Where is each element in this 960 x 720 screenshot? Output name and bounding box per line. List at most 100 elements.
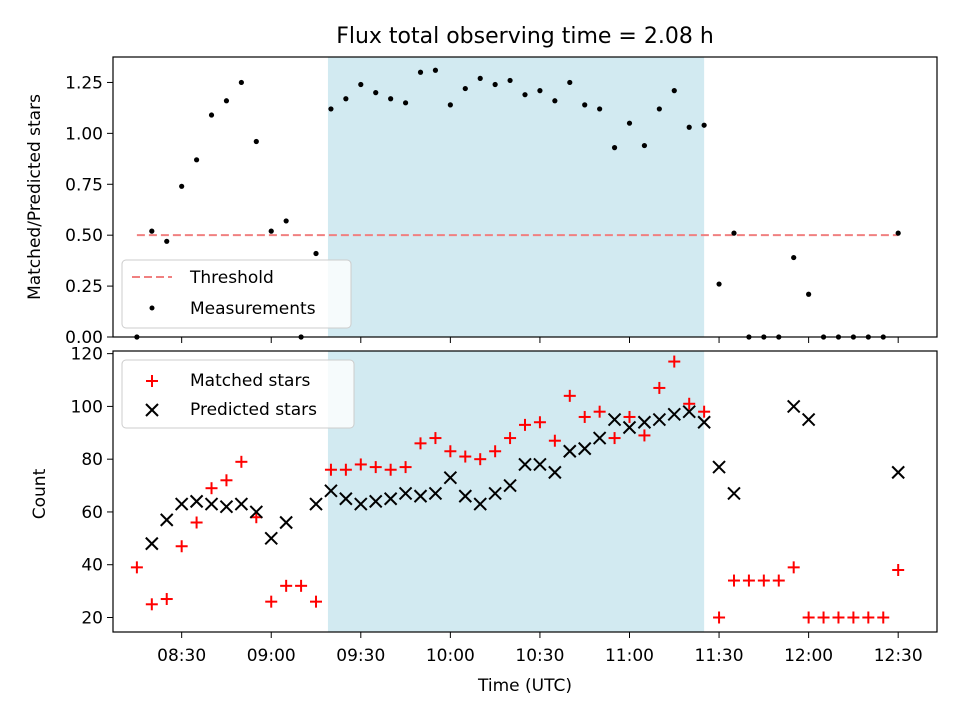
predicted-stars-point [728, 487, 740, 499]
figure: Flux total observing time = 2.08 h 0.000… [0, 0, 960, 720]
x-tick-label: 10:30 [515, 646, 564, 666]
measurement-point [672, 88, 677, 93]
matched-stars-point [310, 596, 322, 608]
y-tick-label: 1.00 [65, 124, 103, 144]
matched-stars-point [847, 611, 859, 623]
chart-title: Flux total observing time = 2.08 h [336, 24, 714, 49]
predicted-stars-point [206, 498, 218, 510]
matched-stars-point [206, 482, 218, 494]
predicted-stars-point [788, 400, 800, 412]
y-tick-label: 40 [81, 556, 103, 576]
measurement-point [284, 218, 289, 223]
measurement-point [403, 100, 408, 105]
measurement-point [418, 70, 423, 75]
bottom-legend: Matched stars Predicted stars [122, 360, 354, 428]
matched-stars-point [146, 598, 158, 610]
y-tick-label: 0.50 [65, 226, 103, 246]
matched-stars-point [191, 517, 203, 529]
predicted-stars-point [713, 461, 725, 473]
matched-stars-point [220, 474, 232, 486]
measurement-point [343, 96, 348, 101]
matched-stars-point [832, 611, 844, 623]
measurement-point [597, 106, 602, 111]
y-tick-label: 80 [81, 450, 103, 470]
y-tick-label: 1.25 [65, 73, 103, 93]
measurement-point [582, 102, 587, 107]
bottom-xlabel: Time (UTC) [477, 676, 572, 696]
measurement-point [627, 121, 632, 126]
measurement-point [269, 229, 274, 234]
measurement-point [388, 96, 393, 101]
measurement-point [522, 92, 527, 97]
measurement-point [657, 106, 662, 111]
matched-stars-point [803, 611, 815, 623]
x-tick-label: 08:30 [157, 646, 206, 666]
measurement-point [478, 76, 483, 81]
matched-stars-point [295, 580, 307, 592]
measurement-point [896, 231, 901, 236]
y-tick-label: 60 [81, 503, 103, 523]
legend-matched-label: Matched stars [190, 371, 310, 391]
matched-stars-point [892, 564, 904, 576]
top-panel: 0.00 0.25 0.50 0.75 1.00 1.25 Matched/Predict… [25, 57, 937, 348]
measurement-point [731, 231, 736, 236]
matched-stars-point [743, 575, 755, 587]
predicted-stars-point [265, 532, 277, 544]
measurement-point [149, 229, 154, 234]
measurement-point [358, 82, 363, 87]
measurement-point [179, 184, 184, 189]
predicted-stars-point [220, 501, 232, 513]
measurement-point [642, 143, 647, 148]
matched-stars-point [176, 540, 188, 552]
measurement-point [164, 239, 169, 244]
legend-threshold-label: Threshold [189, 268, 274, 288]
predicted-stars-point [310, 498, 322, 510]
x-tick-label: 10:00 [426, 646, 475, 666]
measurement-point [209, 112, 214, 117]
bottom-panel: 20 40 60 80 100 120 08:30 09:00 09:30 10:00 10:30… [30, 345, 937, 696]
measurement-point [716, 281, 721, 286]
measurement-point [194, 157, 199, 162]
matched-stars-point [818, 611, 830, 623]
top-ylabel: Matched/Predicted stars [25, 94, 45, 300]
legend-predicted-label: Predicted stars [190, 400, 317, 420]
bottom-ylabel: Count [30, 468, 50, 519]
matched-stars-point [161, 593, 173, 605]
measurement-point [448, 102, 453, 107]
y-tick-label: 100 [71, 397, 103, 417]
measurement-point [806, 292, 811, 297]
x-tick-label: 09:30 [336, 646, 385, 666]
predicted-stars-point [892, 466, 904, 478]
matched-stars-point [728, 575, 740, 587]
matched-stars-point [235, 456, 247, 468]
matched-stars-point [862, 611, 874, 623]
legend-measurements-swatch [150, 306, 155, 311]
measurement-point [224, 98, 229, 103]
y-tick-label: 20 [81, 608, 103, 628]
measurement-point [493, 82, 498, 87]
predicted-stars-point [176, 498, 188, 510]
measurement-point [687, 125, 692, 130]
measurement-point [612, 145, 617, 150]
matched-stars-point [713, 611, 725, 623]
observing-window-span [328, 57, 704, 337]
x-tick-label: 12:30 [874, 646, 923, 666]
matched-stars-point [758, 575, 770, 587]
predicted-stars-point [146, 538, 158, 550]
legend-measurements-label: Measurements [190, 299, 316, 319]
predicted-stars-point [280, 517, 292, 529]
y-tick-label: 120 [71, 345, 103, 365]
x-tick-label: 11:00 [605, 646, 654, 666]
measurement-point [328, 106, 333, 111]
predicted-stars-point [161, 514, 173, 526]
measurement-point [791, 255, 796, 260]
x-tick-label: 12:00 [784, 646, 833, 666]
x-tick-label: 11:30 [695, 646, 744, 666]
matched-stars-point [773, 575, 785, 587]
measurement-point [239, 80, 244, 85]
measurement-point [507, 78, 512, 83]
measurement-point [537, 88, 542, 93]
top-legend: Threshold Measurements [122, 260, 351, 328]
matched-stars-point [280, 580, 292, 592]
measurement-point [433, 68, 438, 73]
